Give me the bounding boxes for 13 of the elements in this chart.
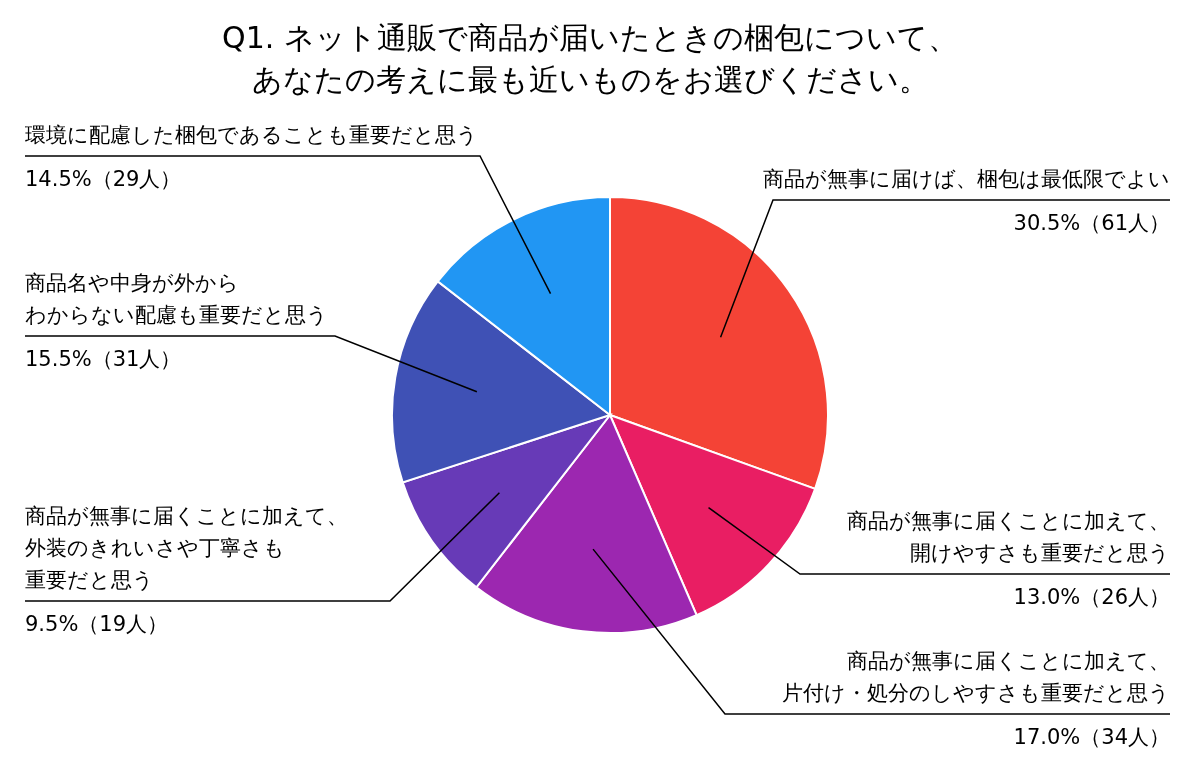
data-label: 13.0%（26人） <box>1013 585 1170 609</box>
slice-label: 商品が無事に届くことに加えて、開けやすさも重要だと思う <box>847 509 1170 565</box>
slice-label: 商品が無事に届くことに加えて、片付け・処分のしやすさも重要だと思う <box>782 649 1170 705</box>
slice-label: 商品が無事に届くことに加えて、外装のきれいさや丁寧さも重要だと思う <box>25 504 348 592</box>
slice-label: 商品が無事に届けば、梱包は最低限でよい <box>763 167 1170 191</box>
slice-label: 商品名や中身が外からわからない配慮も重要だと思う <box>25 271 328 327</box>
data-label: 14.5%（29人） <box>25 167 182 191</box>
data-label: 17.0%（34人） <box>1013 725 1170 749</box>
data-label: 9.5%（19人） <box>25 612 169 636</box>
chart-title: Q1. ネット通販で商品が届いたときの梱包について、あなたの考えに最も近いものをお選びください。 <box>222 20 958 97</box>
slice-label: 環境に配慮した梱包であることも重要だと思う <box>25 123 478 147</box>
data-label: 30.5%（61人） <box>1013 211 1170 235</box>
data-label: 15.5%（31人） <box>25 347 182 371</box>
